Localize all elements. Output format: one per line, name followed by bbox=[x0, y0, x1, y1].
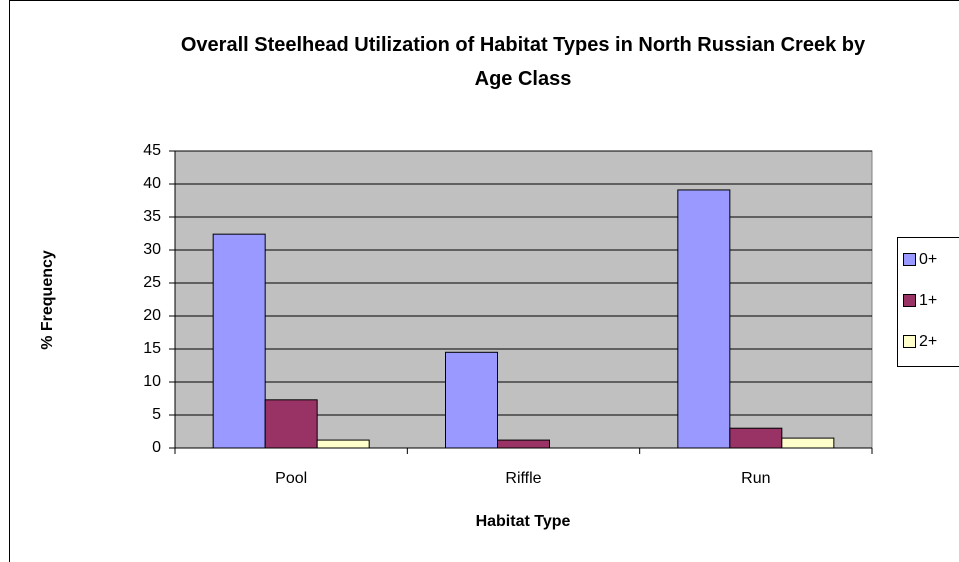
y-tick-label: 20 bbox=[143, 307, 161, 324]
bar bbox=[677, 189, 731, 449]
legend-label: 1+ bbox=[919, 292, 937, 309]
bar bbox=[212, 233, 266, 449]
y-tick-label: 10 bbox=[143, 373, 161, 390]
bar bbox=[316, 439, 370, 449]
x-axis-title: Habitat Type bbox=[476, 513, 571, 530]
bar bbox=[264, 399, 318, 449]
y-tick-label: 30 bbox=[143, 241, 161, 258]
legend-label: 0+ bbox=[919, 251, 937, 268]
y-tick-label: 5 bbox=[152, 406, 161, 423]
legend-swatch bbox=[903, 335, 916, 348]
x-tick-label: Riffle bbox=[505, 470, 541, 487]
y-tick-label: 35 bbox=[143, 208, 161, 225]
chart-title: Overall Steelhead Utilization of Habitat… bbox=[181, 34, 866, 90]
x-tick-label: Pool bbox=[275, 470, 307, 487]
legend-swatch bbox=[903, 294, 916, 307]
bar bbox=[497, 439, 550, 449]
legend-swatch bbox=[903, 253, 916, 266]
title-line: Overall Steelhead Utilization of Habitat… bbox=[181, 34, 866, 56]
x-tick-label: Run bbox=[741, 470, 770, 487]
bar bbox=[445, 351, 498, 449]
y-tick-label: 25 bbox=[143, 274, 161, 291]
y-tick-label: 45 bbox=[143, 142, 161, 159]
title-line: Age Class bbox=[475, 68, 572, 90]
legend-label: 2+ bbox=[919, 333, 937, 350]
y-axis-title: % Frequency bbox=[39, 250, 56, 350]
y-tick-label: 40 bbox=[143, 175, 161, 192]
bar bbox=[729, 427, 783, 449]
y-tick-label: 0 bbox=[152, 439, 161, 456]
y-tick-label: 15 bbox=[143, 340, 161, 357]
bar bbox=[781, 437, 835, 449]
